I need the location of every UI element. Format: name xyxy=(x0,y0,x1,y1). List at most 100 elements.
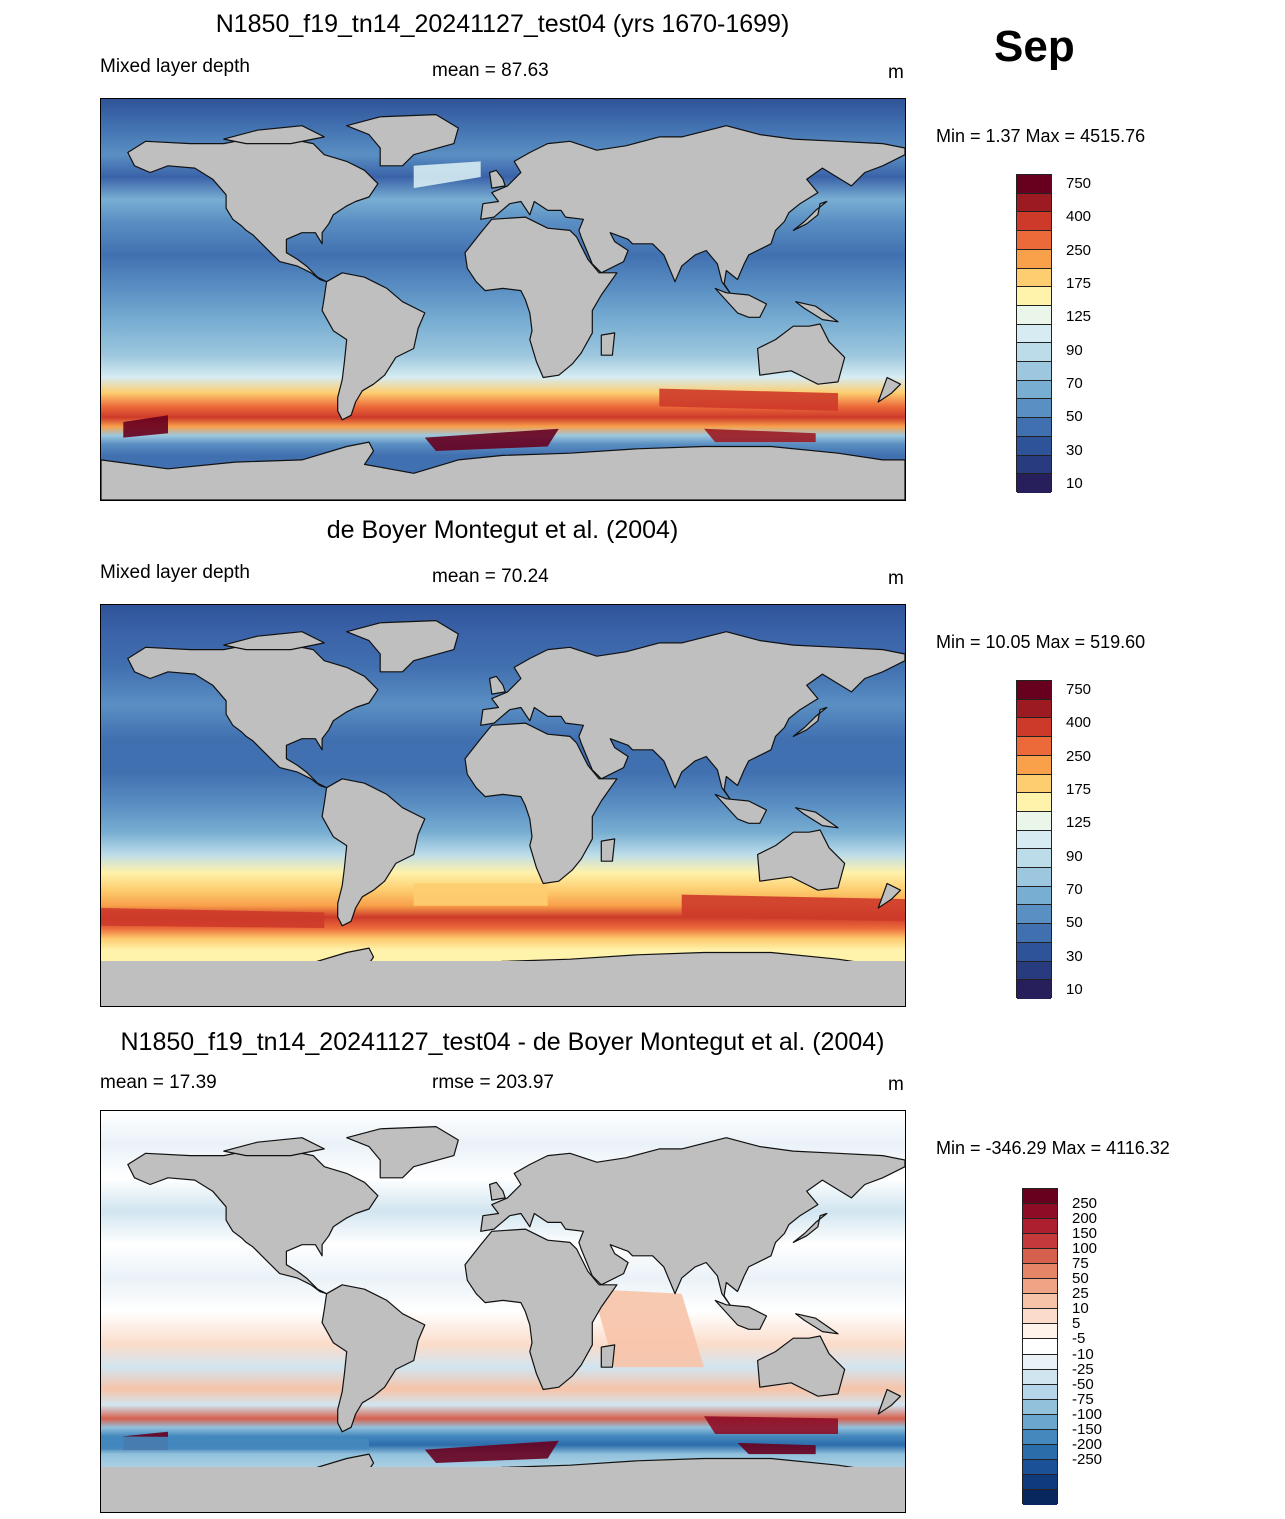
panel-2-mean-label: mean = 70.24 xyxy=(432,566,549,587)
panel-1-min-max: Min = 1.37 Max = 4515.76 xyxy=(936,126,1146,146)
colorbar-swatch xyxy=(1023,1234,1057,1250)
colorbar-swatch xyxy=(1017,399,1051,419)
colorbar-swatch xyxy=(1017,868,1051,887)
colorbar-tick-label: 400 xyxy=(1066,714,1092,732)
panel-3-mean-label: mean = 17.39 xyxy=(100,1072,217,1093)
panel-1-map-canvas xyxy=(101,99,905,500)
colorbar-tick-label: 125 xyxy=(1066,308,1092,326)
colorbar-tick-label: -100 xyxy=(1072,1405,1103,1423)
colorbar-swatch xyxy=(1017,418,1051,437)
colorbar-tick-label: 125 xyxy=(1066,814,1092,832)
colorbar-swatch xyxy=(1017,924,1051,943)
colorbar-swatch xyxy=(1017,718,1051,738)
colorbar-swatch xyxy=(1023,1369,1057,1385)
colorbar-tick-label: 200 xyxy=(1072,1210,1098,1228)
colorbar-swatch xyxy=(1023,1489,1057,1505)
colorbar-swatch xyxy=(1017,774,1051,794)
colorbar-swatch xyxy=(1017,380,1051,400)
colorbar-swatch xyxy=(1023,1399,1057,1415)
colorbar-tick-label: 100 xyxy=(1072,1240,1098,1258)
colorbar-swatch xyxy=(1017,362,1051,381)
colorbar-swatch xyxy=(1017,324,1051,344)
colorbar-swatch xyxy=(1017,942,1051,962)
colorbar-tick-label: 175 xyxy=(1066,275,1092,292)
colorbar-swatch xyxy=(1017,830,1051,850)
colorbar-swatch xyxy=(1017,737,1051,756)
colorbar-swatch xyxy=(1017,905,1051,925)
colorbar-tick-label: 50 xyxy=(1072,1270,1089,1288)
colorbar-swatch xyxy=(1017,755,1051,775)
panel-2-variable-label: Mixed layer depth xyxy=(100,562,250,583)
colorbar-swatch xyxy=(1017,811,1051,831)
colorbar-swatch xyxy=(1017,961,1051,981)
colorbar-tick-label: 750 xyxy=(1066,175,1092,192)
colorbar-tick-label: 400 xyxy=(1066,208,1092,226)
colorbar-tick-label: 50 xyxy=(1066,408,1083,426)
colorbar-tick-label: 10 xyxy=(1066,475,1083,492)
colorbar-swatch xyxy=(1017,175,1051,194)
colorbar-swatch xyxy=(1017,343,1051,363)
colorbar-swatch xyxy=(1023,1189,1057,1205)
colorbar-box xyxy=(1016,174,1052,493)
colorbar-tick-label: -25 xyxy=(1072,1360,1094,1378)
colorbar-tick-label: 175 xyxy=(1066,781,1092,798)
colorbar-swatch xyxy=(1023,1219,1057,1235)
panel-1-map xyxy=(100,98,906,501)
colorbar-swatch xyxy=(1017,886,1051,906)
panel-3-map-canvas xyxy=(101,1111,905,1512)
colorbar-swatch xyxy=(1023,1339,1057,1355)
colorbar-swatch xyxy=(1017,980,1051,999)
panel-2-units-label: m xyxy=(888,568,904,589)
colorbar-tick-label: 75 xyxy=(1072,1255,1089,1273)
colorbar-tick-label: -10 xyxy=(1072,1345,1094,1363)
colorbar-box xyxy=(1022,1188,1058,1505)
colorbar-tick-label: 90 xyxy=(1066,847,1083,865)
colorbar-tick-label: -200 xyxy=(1072,1435,1103,1453)
colorbar-tick-label: 30 xyxy=(1066,441,1083,459)
panel-3-min-max: Min = -346.29 Max = 4116.32 xyxy=(936,1138,1170,1158)
colorbar-swatch xyxy=(1017,849,1051,869)
colorbar-tick-label: 150 xyxy=(1072,1225,1098,1243)
panel-3-map xyxy=(100,1110,906,1513)
colorbar-swatch xyxy=(1023,1354,1057,1370)
panel-2-map-canvas xyxy=(101,605,905,1006)
panel-1-variable-label: Mixed layer depth xyxy=(100,56,250,77)
colorbar-tick-label: 5 xyxy=(1072,1315,1081,1333)
colorbar-swatch xyxy=(1017,793,1051,812)
colorbar-tick-label: -250 xyxy=(1072,1450,1103,1468)
colorbar-tick-label: 25 xyxy=(1072,1285,1089,1303)
colorbar-tick-label: 10 xyxy=(1066,981,1083,998)
colorbar-swatch xyxy=(1023,1264,1057,1280)
panel-3-title: N1850_f19_tn14_20241127_test04 - de Boye… xyxy=(120,1028,885,1056)
colorbar-tick-label: 250 xyxy=(1066,241,1092,259)
colorbar-swatch xyxy=(1017,305,1051,325)
panel-2-map xyxy=(100,604,906,1007)
colorbar-swatch xyxy=(1023,1279,1057,1295)
colorbar-swatch xyxy=(1017,249,1051,269)
colorbar-tick-label: -5 xyxy=(1072,1330,1086,1348)
panel-2-title: de Boyer Montegut et al. (2004) xyxy=(326,516,679,544)
panel-1-title: N1850_f19_tn14_20241127_test04 (yrs 1670… xyxy=(215,10,790,38)
colorbar-box xyxy=(1016,680,1052,999)
colorbar-tick-label: 70 xyxy=(1066,881,1083,898)
panel-3-rmse-label: rmse = 203.97 xyxy=(432,1072,554,1093)
colorbar-swatch xyxy=(1017,699,1051,719)
colorbar-swatch xyxy=(1023,1249,1057,1265)
colorbar-swatch xyxy=(1017,212,1051,232)
colorbar-tick-label: -150 xyxy=(1072,1420,1103,1438)
colorbar-tick-label: 70 xyxy=(1066,375,1083,392)
colorbar-swatch xyxy=(1017,268,1051,288)
panel-3-units-label: m xyxy=(888,1074,904,1095)
colorbar-swatch xyxy=(1017,436,1051,456)
colorbar-tick-label: 90 xyxy=(1066,341,1083,359)
panel-1-mean-label: mean = 87.63 xyxy=(432,60,549,81)
colorbar-swatch xyxy=(1017,474,1051,493)
colorbar-swatch xyxy=(1023,1294,1057,1310)
colorbar-swatch xyxy=(1023,1459,1057,1475)
colorbar-swatch xyxy=(1017,231,1051,250)
colorbar-tick-label: -50 xyxy=(1072,1375,1094,1393)
panel-2-min-max: Min = 10.05 Max = 519.60 xyxy=(936,632,1146,652)
colorbar-swatch xyxy=(1017,287,1051,306)
colorbar-swatch xyxy=(1023,1309,1057,1325)
colorbar-swatch xyxy=(1023,1444,1057,1460)
